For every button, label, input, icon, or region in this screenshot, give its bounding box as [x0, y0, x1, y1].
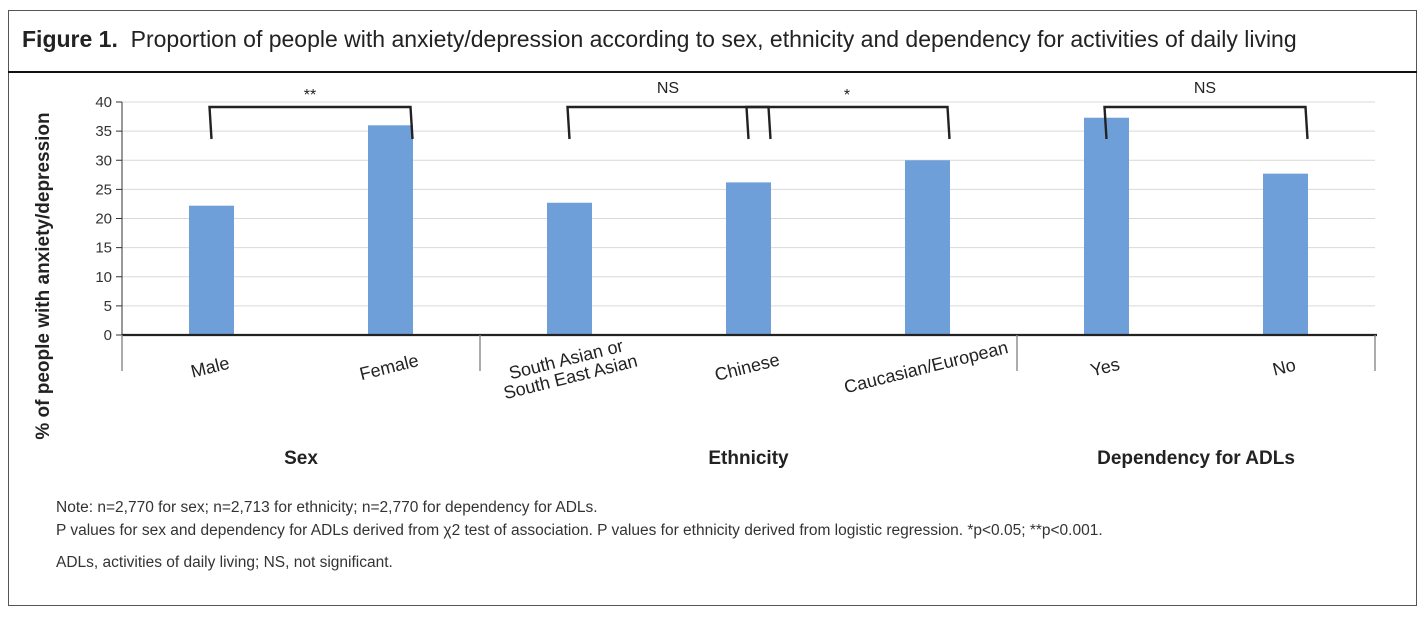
significance-bracket: [208, 105, 414, 140]
significance-label: NS: [1194, 80, 1216, 97]
significance-label: **: [304, 87, 316, 104]
y-tick-label: 25: [95, 181, 112, 198]
figure-notes: Note: n=2,770 for sex; n=2,713 for ethni…: [56, 496, 1103, 574]
significance-label: *: [844, 87, 850, 104]
bar: [1084, 117, 1129, 335]
x-tick-label: Male: [189, 353, 232, 382]
note-p-values: P values for sex and dependency for ADLs…: [56, 522, 1103, 540]
x-tick-label: Caucasian/European: [842, 337, 1010, 397]
figure-title: Figure 1. Proportion of people with anxi…: [22, 26, 1297, 53]
significance-label: NS: [657, 80, 679, 97]
y-tick-label: 30: [95, 152, 112, 169]
x-tick-label-line: No: [1270, 355, 1297, 380]
x-tick-label-line: Female: [358, 350, 421, 384]
y-tick-label: 20: [95, 211, 112, 228]
bar: [368, 125, 413, 335]
significance-bracket: [745, 105, 951, 140]
x-tick-label: South Asian orSouth East Asian: [497, 333, 639, 403]
bar-chart: 0 5 10 15 20 25 30 35 40 Male Female South Asian or…: [33, 80, 1377, 469]
x-tick-label-line: Chinese: [713, 349, 782, 384]
title-divider: [8, 71, 1417, 73]
x-tick-label-line: Male: [189, 353, 232, 382]
y-tick-label: 15: [95, 240, 112, 257]
x-tick-label: Yes: [1088, 354, 1121, 381]
y-tick-label: 10: [95, 269, 112, 286]
y-tick-label: 0: [104, 327, 112, 344]
bar: [905, 160, 950, 335]
group-label: Sex: [284, 448, 318, 469]
bar: [1263, 173, 1308, 335]
group-label: Ethnicity: [708, 448, 789, 469]
figure-caption: Proportion of people with anxiety/depres…: [130, 26, 1297, 52]
figure-label: Figure 1.: [22, 26, 118, 52]
x-tick-label: Female: [358, 350, 421, 384]
bar: [189, 205, 234, 335]
x-tick-label: Chinese: [713, 349, 782, 384]
significance-bracket: [1103, 105, 1309, 140]
figure-frame: [8, 10, 1417, 606]
x-tick-label-line: Yes: [1088, 354, 1121, 381]
x-tick-label-line: Caucasian/European: [842, 337, 1010, 397]
bar: [726, 182, 771, 335]
bar: [547, 202, 592, 335]
note-abbreviations: ADLs, activities of daily living; NS, no…: [56, 553, 393, 571]
significance-bracket: [566, 105, 772, 140]
y-axis-title: % of people with anxiety/depression: [33, 112, 54, 439]
y-tick-label: 35: [95, 123, 112, 140]
group-label: Dependency for ADLs: [1097, 448, 1295, 469]
y-tick-label: 5: [104, 298, 112, 315]
y-tick-label: 40: [95, 94, 112, 111]
x-tick-label: No: [1270, 355, 1297, 380]
note-sample-sizes: Note: n=2,770 for sex; n=2,713 for ethni…: [56, 499, 598, 516]
